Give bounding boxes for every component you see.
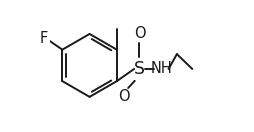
Text: F: F <box>40 31 48 46</box>
Text: O: O <box>118 89 129 104</box>
Text: NH: NH <box>151 62 172 76</box>
Text: S: S <box>134 60 145 78</box>
Text: O: O <box>134 26 145 41</box>
